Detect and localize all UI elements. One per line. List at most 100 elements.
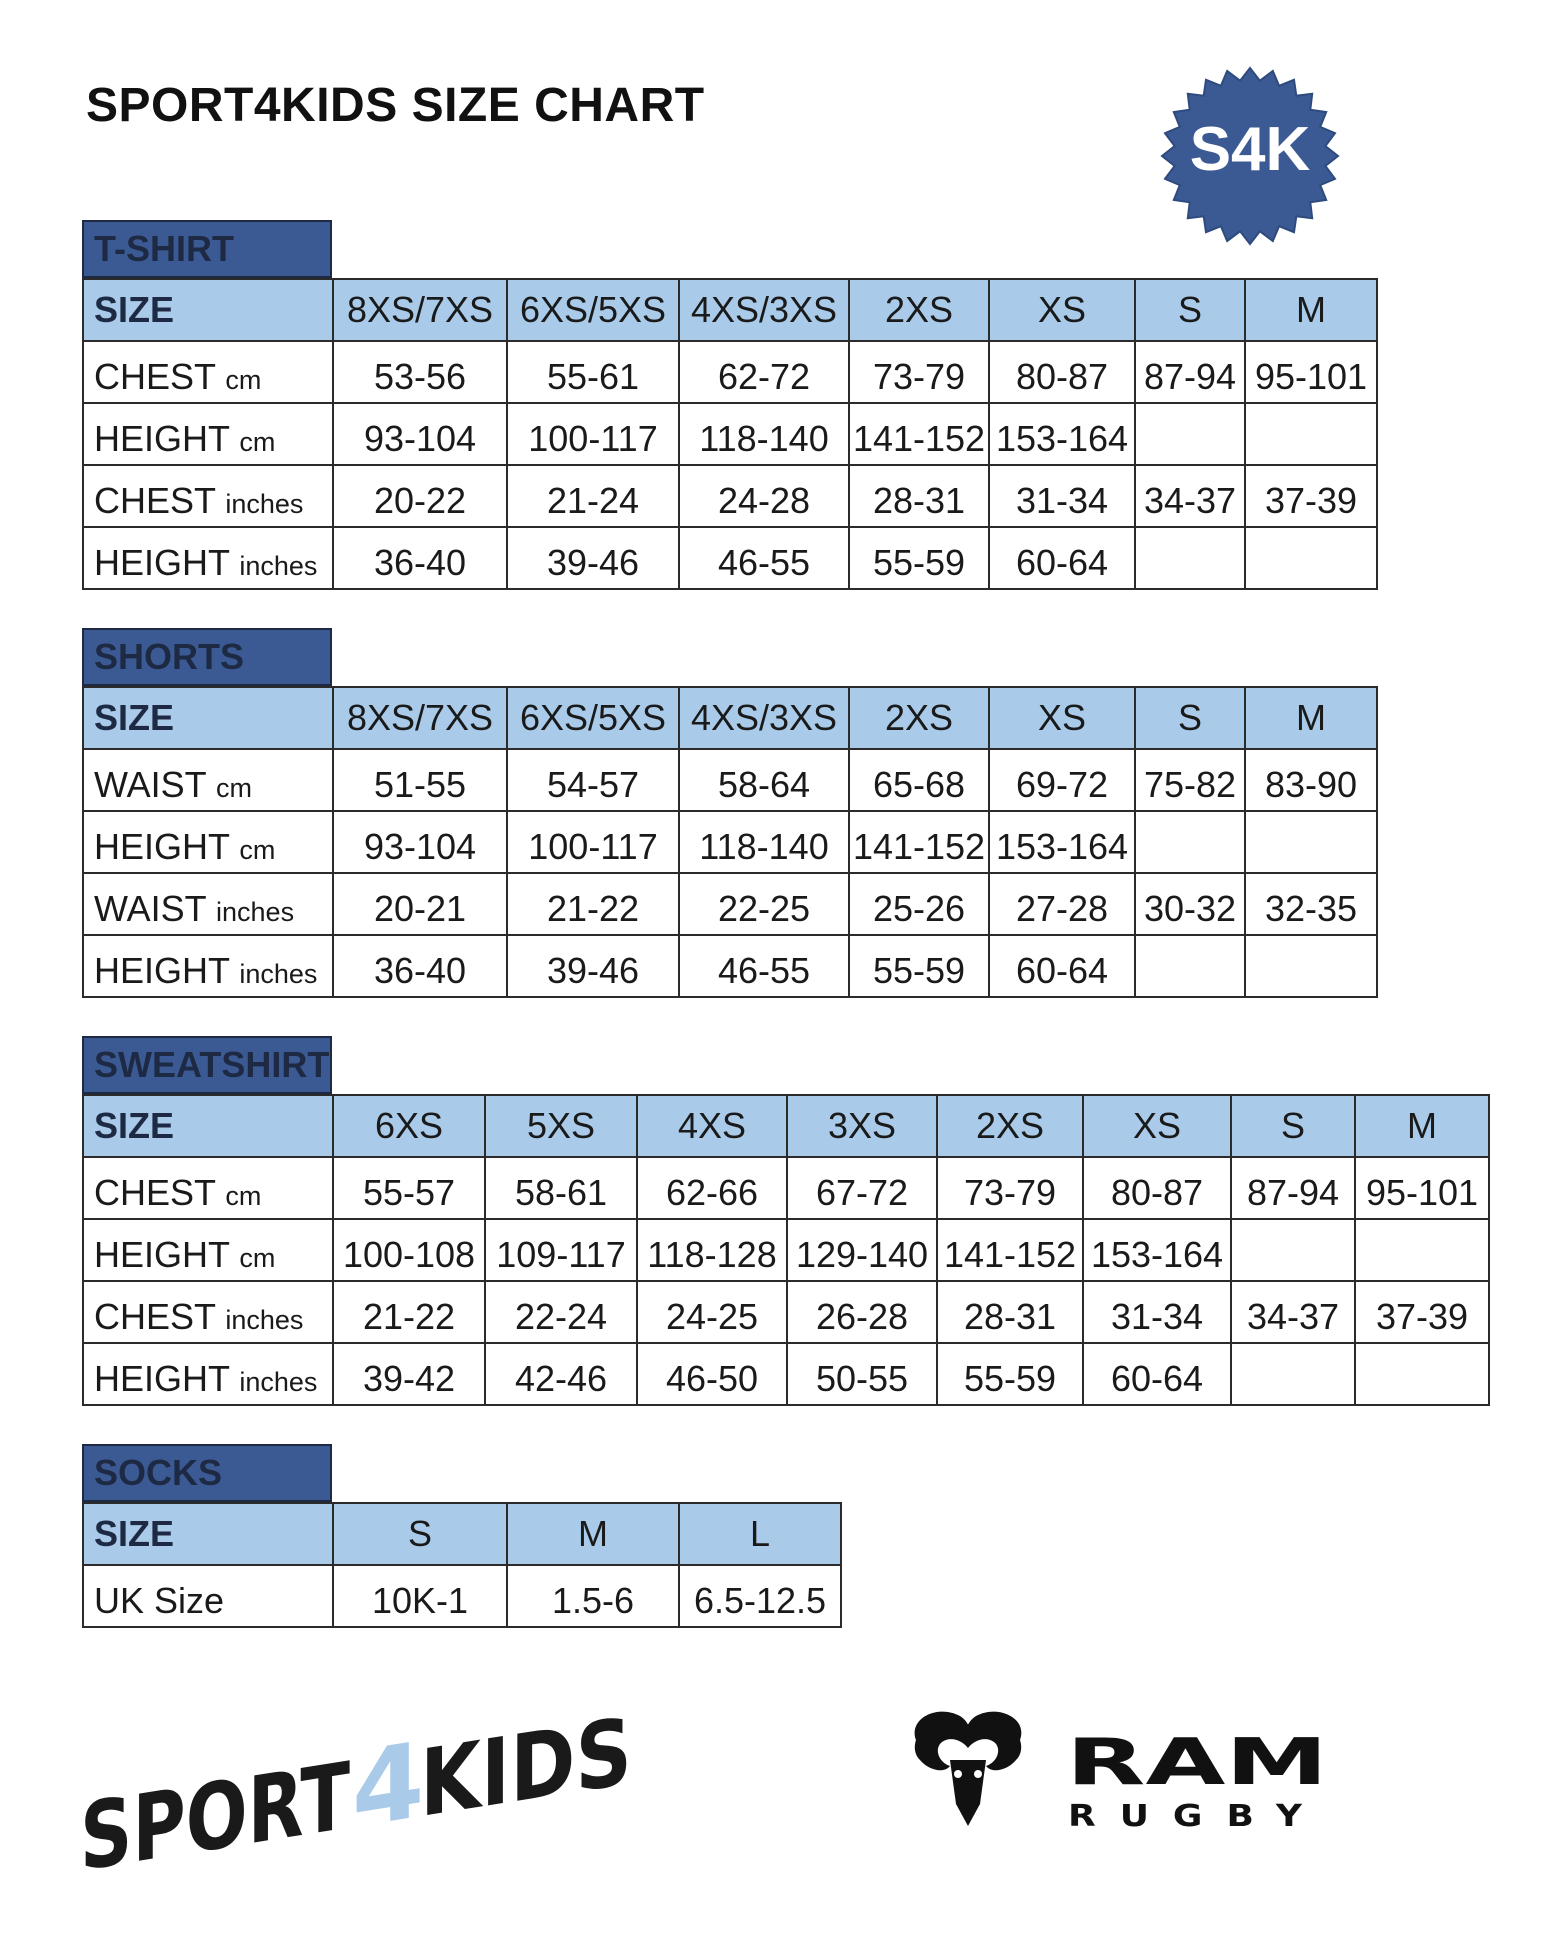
table-cell: 62-66 — [636, 1156, 788, 1220]
row-label-text: HEIGHT — [94, 826, 230, 867]
size-header-cell: 6XS — [332, 1094, 486, 1158]
socks-size-table: SIZE S M L UK Size 10K-1 1.5-6 6.5-12.5 — [82, 1502, 842, 1628]
table-cell: 30-32 — [1134, 872, 1246, 936]
table-row: CHEST cm 55-57 58-61 62-66 67-72 73-79 80-87 87… — [82, 1156, 1490, 1220]
size-header-cell: XS — [1082, 1094, 1232, 1158]
size-header-cell: M — [1244, 278, 1378, 342]
table-row: CHEST inches 21-22 22-24 24-25 26-28 28-31 31-… — [82, 1280, 1490, 1344]
table-cell: 22-25 — [678, 872, 850, 936]
row-label-cell: CHEST cm — [82, 340, 334, 404]
page-title: SPORT4KIDS SIZE CHART — [86, 79, 705, 132]
table-cell: 37-39 — [1354, 1280, 1490, 1344]
table-cell: 55-59 — [848, 934, 990, 998]
size-header-cell: 4XS/3XS — [678, 278, 850, 342]
table-row: UK Size 10K-1 1.5-6 6.5-12.5 — [82, 1564, 842, 1628]
table-cell: 21-22 — [506, 872, 680, 936]
sweatshirt-section-header: SWEATSHIRT — [82, 1036, 332, 1094]
logo-text-4: 4 — [352, 1719, 424, 1852]
table-cell — [1244, 402, 1378, 466]
table-cell: 60-64 — [988, 526, 1136, 590]
table-cell: 1.5-6 — [506, 1564, 680, 1628]
table-cell: 28-31 — [848, 464, 990, 528]
table-cell: 21-22 — [332, 1280, 486, 1344]
table-row: HEIGHT inches 36-40 39-46 46-55 55-59 60-64 — [82, 526, 1378, 590]
table-cell: 53-56 — [332, 340, 508, 404]
size-header-cell: 5XS — [484, 1094, 638, 1158]
logo-text-kids: KIDS — [420, 1697, 632, 1838]
row-label-cell: HEIGHT cm — [82, 1218, 334, 1282]
table-cell: 39-46 — [506, 526, 680, 590]
size-header-cell: 8XS/7XS — [332, 278, 508, 342]
size-header-cell: 2XS — [936, 1094, 1084, 1158]
row-label-cell: WAIST cm — [82, 748, 334, 812]
ram-logo-sub: RUGBY — [1068, 1799, 1326, 1834]
table-cell: 93-104 — [332, 402, 508, 466]
table-cell: 34-37 — [1134, 464, 1246, 528]
row-unit-text: cm — [225, 1181, 262, 1211]
table-cell: 24-25 — [636, 1280, 788, 1344]
size-header-cell: M — [506, 1502, 680, 1566]
table-cell: 22-24 — [484, 1280, 638, 1344]
size-label-cell: SIZE — [82, 1094, 334, 1158]
table-cell: 129-140 — [786, 1218, 938, 1282]
table-cell: 93-104 — [332, 810, 508, 874]
table-cell — [1134, 526, 1246, 590]
row-unit-text: inches — [225, 489, 304, 519]
table-cell: 31-34 — [1082, 1280, 1232, 1344]
table-cell — [1134, 810, 1246, 874]
table-cell — [1354, 1218, 1490, 1282]
size-header-cell: 2XS — [848, 686, 990, 750]
ram-head-icon — [914, 1711, 1022, 1826]
table-cell: 51-55 — [332, 748, 508, 812]
table-cell: 34-37 — [1230, 1280, 1356, 1344]
size-header-cell: 8XS/7XS — [332, 686, 508, 750]
socks-section-header: SOCKS — [82, 1444, 332, 1502]
size-header-cell: L — [678, 1502, 842, 1566]
table-cell: 54-57 — [506, 748, 680, 812]
table-cell: 141-152 — [848, 402, 990, 466]
table-cell — [1244, 526, 1378, 590]
row-label-text: HEIGHT — [94, 950, 230, 991]
table-cell — [1244, 934, 1378, 998]
row-label-text: HEIGHT — [94, 1358, 230, 1399]
table-row: HEIGHT cm 93-104 100-117 118-140 141-152 153-… — [82, 402, 1378, 466]
row-label-cell: CHEST inches — [82, 1280, 334, 1344]
table-cell: 46-50 — [636, 1342, 788, 1406]
row-unit-text: cm — [239, 835, 276, 865]
table-cell: 10K-1 — [332, 1564, 508, 1628]
sweatshirt-size-table: SIZE 6XS 5XS 4XS 3XS 2XS XS S M CHEST cm 55-57 58-6… — [82, 1094, 1490, 1406]
row-label-cell: UK Size — [82, 1564, 334, 1628]
row-unit-text: cm — [225, 365, 262, 395]
row-unit-text: inches — [216, 897, 295, 927]
size-header-cell: S — [1230, 1094, 1356, 1158]
table-cell: 26-28 — [786, 1280, 938, 1344]
table-cell: 83-90 — [1244, 748, 1378, 812]
row-label-cell: HEIGHT inches — [82, 526, 334, 590]
table-cell: 32-35 — [1244, 872, 1378, 936]
size-header-cell: 3XS — [786, 1094, 938, 1158]
table-cell: 50-55 — [786, 1342, 938, 1406]
row-label-text: HEIGHT — [94, 1234, 230, 1275]
table-row: HEIGHT inches 39-42 42-46 46-50 50-55 55-59 60… — [82, 1342, 1490, 1406]
ram-logo-word: RAM — [1066, 1726, 1328, 1800]
table-cell: 87-94 — [1230, 1156, 1356, 1220]
table-row: HEIGHT cm 93-104 100-117 118-140 141-152 153-… — [82, 810, 1378, 874]
shorts-section-header: SHORTS — [82, 628, 332, 686]
size-header-cell: 6XS/5XS — [506, 278, 680, 342]
table-cell: 37-39 — [1244, 464, 1378, 528]
row-unit-text: inches — [239, 959, 318, 989]
table-cell: 153-164 — [988, 402, 1136, 466]
table-row: HEIGHT cm 100-108 109-117 118-128 129-140 141… — [82, 1218, 1490, 1282]
size-label-cell: SIZE — [82, 1502, 334, 1566]
row-unit-text: inches — [225, 1305, 304, 1335]
table-cell — [1134, 934, 1246, 998]
table-cell: 6.5-12.5 — [678, 1564, 842, 1628]
table-cell: 153-164 — [988, 810, 1136, 874]
table-cell: 36-40 — [332, 526, 508, 590]
row-label-cell: CHEST inches — [82, 464, 334, 528]
table-cell: 118-140 — [678, 402, 850, 466]
row-label-text: UK Size — [94, 1580, 225, 1621]
size-header-cell: XS — [988, 686, 1136, 750]
table-cell: 20-22 — [332, 464, 508, 528]
row-unit-text: cm — [239, 427, 276, 457]
